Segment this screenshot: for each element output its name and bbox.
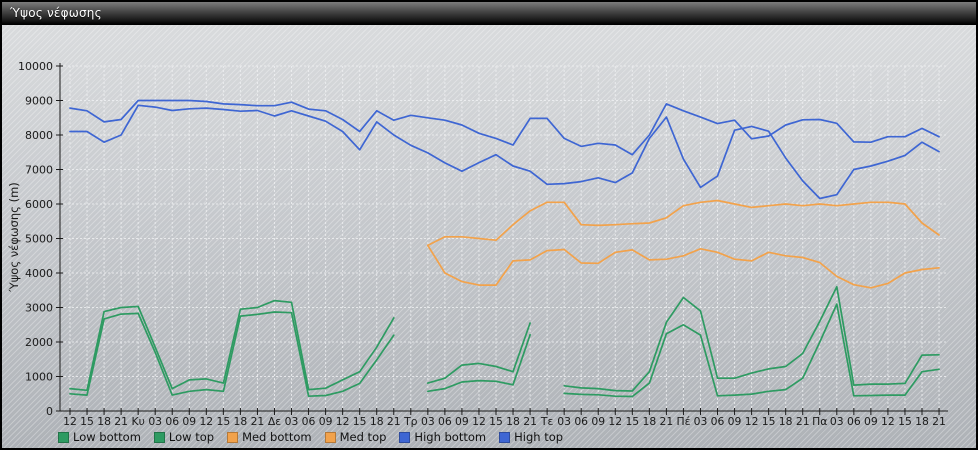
series-high-top xyxy=(69,99,940,156)
x-tick-label: 21 xyxy=(387,415,401,428)
legend-item-med-bottom: Med bottom xyxy=(227,430,312,444)
y-tick-label: 8000 xyxy=(25,129,53,142)
x-tick-label: 12 xyxy=(63,415,77,428)
legend-label-low-top: Low top xyxy=(168,430,215,444)
legend-label-low-bottom: Low bottom xyxy=(73,430,141,444)
x-tick-label: 09 xyxy=(182,415,196,428)
x-tick-label: 12 xyxy=(745,415,759,428)
x-tick-label: 12 xyxy=(472,415,486,428)
x-tick-label: Τρ xyxy=(403,415,418,428)
x-tick-label: 15 xyxy=(625,415,639,428)
x-tick-label: 21 xyxy=(660,415,674,428)
legend-item-high-bottom: High bottom xyxy=(399,430,486,444)
window-title-bar[interactable]: Ύψος νέφωσης xyxy=(2,2,976,25)
x-tick-label: 06 xyxy=(574,415,588,428)
x-tick-label: 03 xyxy=(830,415,844,428)
legend-swatch-low-bottom xyxy=(58,431,69,443)
x-tick-label: 06 xyxy=(847,415,861,428)
series-low-top xyxy=(69,285,940,392)
x-tick-label: 12 xyxy=(199,415,213,428)
series-med-top xyxy=(426,199,940,247)
legend-swatch-high-bottom xyxy=(399,431,411,443)
x-tick-label: 18 xyxy=(234,415,248,428)
x-tick-label: 09 xyxy=(319,415,333,428)
series-med-bottom xyxy=(426,244,940,289)
axes xyxy=(56,63,948,415)
x-tick-label: 21 xyxy=(251,415,265,428)
y-tick-label: 0 xyxy=(46,405,53,418)
x-tick-label: 18 xyxy=(97,415,111,428)
x-tick-label: 12 xyxy=(336,415,350,428)
x-tick-label: 15 xyxy=(489,415,503,428)
legend-label-high-top: High top xyxy=(514,430,564,444)
x-tick-label: 15 xyxy=(80,415,94,428)
y-tick-label: 9000 xyxy=(25,95,53,108)
x-tick-label: 18 xyxy=(779,415,793,428)
y-axis-title: Ύψος νέφωσης (m) xyxy=(7,182,21,293)
series-lines xyxy=(69,99,940,398)
x-tick-label: 03 xyxy=(148,415,162,428)
chart-area: 12 15 18 21 Κυ 03 06 09 12 15 18 21 Δε 03 06 09 12 15 18 21… xyxy=(2,25,976,448)
x-tick-label: 12 xyxy=(608,415,622,428)
x-tick-label: Κυ xyxy=(131,415,144,428)
x-tick-label: 09 xyxy=(728,415,742,428)
x-tick-label: 03 xyxy=(421,415,435,428)
legend-item-low-bottom: Low bottom xyxy=(58,430,141,444)
legend-label-med-bottom: Med bottom xyxy=(242,430,312,444)
x-tick-label: 21 xyxy=(796,415,810,428)
legend-label-med-top: Med top xyxy=(339,430,387,444)
x-tick-label: 18 xyxy=(642,415,656,428)
series-high-bottom xyxy=(69,104,940,200)
x-tick-label: 15 xyxy=(762,415,776,428)
x-tick-label: 06 xyxy=(165,415,179,428)
cloud-height-chart: 12 15 18 21 Κυ 03 06 09 12 15 18 21 Δε 03 06 09 12 15 18 21… xyxy=(7,60,948,428)
x-tick-label: 15 xyxy=(353,415,367,428)
x-tick-label: 03 xyxy=(285,415,299,428)
x-tick-label: 18 xyxy=(506,415,520,428)
x-tick-label: 03 xyxy=(694,415,708,428)
y-tick-label: 5000 xyxy=(25,233,53,246)
series-low-bottom xyxy=(69,303,940,398)
x-tick-label: 15 xyxy=(216,415,230,428)
y-tick-label: 7000 xyxy=(25,164,53,177)
legend-item-med-top: Med top xyxy=(324,430,387,444)
y-tick-label: 4000 xyxy=(25,267,53,280)
legend-item-low-top: Low top xyxy=(153,430,215,444)
window-title: Ύψος νέφωσης xyxy=(10,6,102,20)
legend-swatch-high-top xyxy=(499,431,511,443)
y-tick-label: 3000 xyxy=(25,302,53,315)
gridlines xyxy=(60,65,948,411)
legend-label-high-bottom: High bottom xyxy=(414,430,487,444)
y-tick-label: 2000 xyxy=(25,336,53,349)
x-tick-label: 06 xyxy=(302,415,316,428)
x-tick-label: 12 xyxy=(881,415,895,428)
x-tick-label: 06 xyxy=(711,415,725,428)
x-tick-label: 21 xyxy=(932,415,946,428)
legend-item-high-top: High top xyxy=(499,430,563,444)
x-tick-label: Δε xyxy=(268,415,281,428)
x-tick-label: 15 xyxy=(898,415,912,428)
x-tick-label: 09 xyxy=(864,415,878,428)
x-tick-label: Πα xyxy=(812,415,827,428)
x-tick-label: 18 xyxy=(370,415,384,428)
x-tick-label: Τε xyxy=(540,415,554,428)
y-tick-label: 6000 xyxy=(25,198,53,211)
x-tick-label: 06 xyxy=(438,415,452,428)
x-tick-label: Πέ xyxy=(676,415,690,428)
x-tick-label: 03 xyxy=(557,415,571,428)
chart-legend: Low bottom Low top Med bottom Med top High b… xyxy=(58,430,563,444)
x-tick-label: 09 xyxy=(455,415,469,428)
y-tick-label: 10000 xyxy=(18,60,53,73)
legend-swatch-med-bottom xyxy=(227,431,239,443)
legend-swatch-med-top xyxy=(324,431,336,443)
y-tick-label: 1000 xyxy=(25,371,53,384)
x-tick-label: 09 xyxy=(591,415,605,428)
x-tick-label: 21 xyxy=(114,415,128,428)
x-tick-label: 21 xyxy=(523,415,537,428)
x-tick-labels: 12 15 18 21 Κυ 03 06 09 12 15 18 21 Δε 03 06 09 12 15 18 21… xyxy=(63,415,946,428)
x-tick-label: 18 xyxy=(915,415,929,428)
y-tick-labels: 0 1000 2000 3000 4000 5000 6000 7000 8000 9000 100… xyxy=(18,60,53,418)
legend-swatch-low-top xyxy=(153,431,165,443)
